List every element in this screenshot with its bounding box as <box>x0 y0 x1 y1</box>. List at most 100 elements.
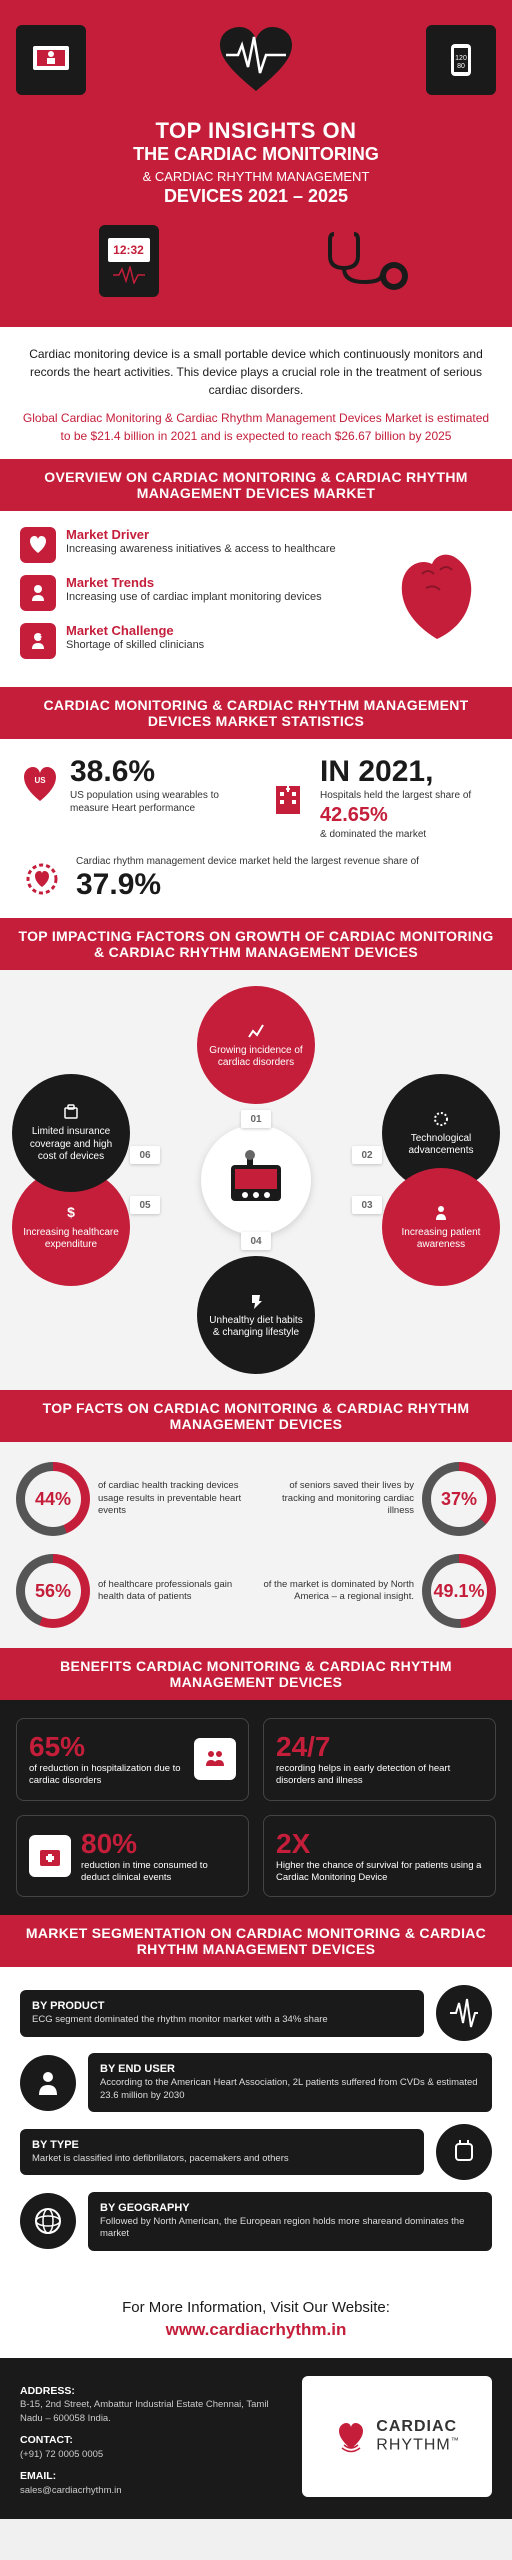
overview-item-challenge: Market Challenge Shortage of skilled cli… <box>20 623 368 659</box>
footer-section: ADDRESS: B-15, 2nd Street, Ambattur Indu… <box>0 2358 512 2519</box>
factors-center-device-icon <box>201 1125 311 1235</box>
benefits-header: BENEFITS CARDIAC MONITORING & CARDIAC RH… <box>0 1648 512 1700</box>
driver-icon <box>20 527 56 563</box>
benefit-big: 2X <box>276 1828 483 1860</box>
benefit-txt: Higher the chance of survival for patien… <box>276 1860 483 1885</box>
seg-sub: ECG segment dominated the rhythm monitor… <box>32 2014 412 2026</box>
factor-bubble-6: Limited insurance coverage and high cost… <box>12 1074 130 1192</box>
heart-icon <box>211 20 301 100</box>
hospital-icon <box>266 776 310 820</box>
hero-title-line3: & CARDIAC RHYTHM MANAGEMENT <box>16 169 496 184</box>
benefit-card-1: 65% of reduction in hospitalization due … <box>16 1718 249 1801</box>
people-icon <box>194 1738 236 1780</box>
overview-header: OVERVIEW ON CARDIAC MONITORING & CARDIAC… <box>0 459 512 511</box>
factor-num-4: 04 <box>241 1232 271 1250</box>
stat-us-wearables: US 38.6% US population using wearables t… <box>20 755 246 815</box>
medical-kit-icon <box>29 1835 71 1877</box>
overview-item-sub: Increasing awareness initiatives & acces… <box>66 542 336 556</box>
seg-head: BY END USER <box>100 2063 480 2075</box>
stats-header: CARDIAC MONITORING & CARDIAC RHYTHM MANA… <box>0 687 512 739</box>
ecg-wave-icon <box>436 1985 492 2041</box>
benefit-big: 80% <box>81 1828 236 1860</box>
benefit-card-3: 80% reduction in time consumed to deduct… <box>16 1815 249 1898</box>
company-logo: CARDIACRHYTHM™ <box>302 2376 492 2497</box>
hero-bottom-icons: 12:32 <box>16 225 496 297</box>
stat-sub: Hospitals held the largest share of 42.6… <box>320 789 471 841</box>
fact-txt: of healthcare professionals gain health … <box>98 1579 249 1604</box>
overview-list: Market Driver Increasing awareness initi… <box>20 527 368 671</box>
phone-time-display: 12:32 <box>108 238 150 262</box>
benefit-card-2: 24/7 recording helps in early detection … <box>263 1718 496 1801</box>
svg-text:120: 120 <box>455 55 467 62</box>
benefit-big: 24/7 <box>276 1731 483 1763</box>
trends-icon <box>20 575 56 611</box>
overview-item-driver: Market Driver Increasing awareness initi… <box>20 527 368 563</box>
fact-txt: of the market is dominated by North Amer… <box>263 1579 414 1604</box>
infographic-page: 12080 TOP INSIGHTS ON THE CARDIAC MONITO… <box>0 0 512 2519</box>
website-url[interactable]: www.cardiacrhythm.in <box>16 2320 496 2340</box>
contact-label: CONTACT: <box>20 2433 286 2448</box>
email-text: sales@cardiacrhythm.in <box>20 2485 122 2496</box>
hero-title-line2: THE CARDIAC MONITORING <box>16 144 496 165</box>
segmentation-header: MARKET SEGMENTATION ON CARDIAC MONITORIN… <box>0 1915 512 1967</box>
fact-ring-2: 37% <box>422 1462 496 1536</box>
seg-row-enduser: BY END USER According to the American He… <box>20 2053 492 2112</box>
more-info-section: For More Information, Visit Our Website:… <box>0 2281 512 2358</box>
address-label: ADDRESS: <box>20 2384 286 2399</box>
fact-item-1: 44% of cardiac health tracking devices u… <box>16 1462 249 1536</box>
intro-text: Cardiac monitoring device is a small por… <box>0 327 512 409</box>
fact-item-2: 37% of seniors saved their lives by trac… <box>263 1462 496 1536</box>
stat-revenue-txt: Cardiac rhythm management device market … <box>76 855 492 868</box>
benefits-body: 65% of reduction in hospitalization due … <box>0 1700 512 1915</box>
hero-title-line4: DEVICES 2021 – 2025 <box>16 186 496 207</box>
gear-heart-icon <box>20 857 64 901</box>
facts-header: TOP FACTS ON CARDIAC MONITORING & CARDIA… <box>0 1390 512 1442</box>
stat-revenue-share: Cardiac rhythm management device market … <box>20 855 492 902</box>
fact-item-4: 49.1% of the market is dominated by Nort… <box>263 1554 496 1628</box>
seg-sub: Followed by North American, the European… <box>100 2216 480 2241</box>
factor-bubble-4: Unhealthy diet habits & changing lifesty… <box>197 1256 315 1374</box>
footer-contact: ADDRESS: B-15, 2nd Street, Ambattur Indu… <box>20 2376 286 2497</box>
facts-body: 44% of cardiac health tracking devices u… <box>0 1442 512 1648</box>
seg-head: BY GEOGRAPHY <box>100 2202 480 2214</box>
hero-title-line1: TOP INSIGHTS ON <box>16 118 496 144</box>
seg-row-geography: BY GEOGRAPHY Followed by North American,… <box>20 2192 492 2251</box>
smartwatch-icon: 12080 <box>426 25 496 95</box>
overview-item-head: Market Driver <box>66 527 336 542</box>
stat-hospitals: IN 2021, Hospitals held the largest shar… <box>266 755 492 841</box>
stat-hospital-pct: 42.65% <box>320 802 471 828</box>
intro-market-stat: Global Cardiac Monitoring & Cardiac Rhyt… <box>0 409 512 459</box>
doctor-monitor-icon <box>16 25 86 95</box>
overview-item-sub: Increasing use of cardiac implant monito… <box>66 590 322 604</box>
stat-sub: US population using wearables to measure… <box>70 789 246 815</box>
fact-ring-1: 44% <box>16 1462 90 1536</box>
patient-icon <box>20 2055 76 2111</box>
globe-icon <box>20 2193 76 2249</box>
anatomical-heart-icon <box>382 544 492 654</box>
logo-text: CARDIACRHYTHM™ <box>376 2418 459 2454</box>
factors-header: TOP IMPACTING FACTORS ON GROWTH OF CARDI… <box>0 918 512 970</box>
factor-num-1: 01 <box>241 1110 271 1128</box>
factor-bubble-1: Growing incidence of cardiac disorders <box>197 986 315 1104</box>
hero-icons-row: 12080 <box>16 20 496 100</box>
fact-ring-3: 56% <box>16 1554 90 1628</box>
seg-sub: According to the American Heart Associat… <box>100 2077 480 2102</box>
pacemaker-icon <box>436 2124 492 2180</box>
more-info-label: For More Information, Visit Our Website: <box>16 2299 496 2316</box>
overview-item-trends: Market Trends Increasing use of cardiac … <box>20 575 368 611</box>
benefit-txt: reduction in time consumed to deduct cli… <box>81 1860 236 1885</box>
seg-sub: Market is classified into defibrillators… <box>32 2153 412 2165</box>
logo-heart-icon <box>334 2419 368 2453</box>
svg-text:$: $ <box>67 1204 75 1220</box>
fact-ring-4: 49.1% <box>422 1554 496 1628</box>
overview-item-sub: Shortage of skilled clinicians <box>66 638 204 652</box>
contact-phone: (+91) 72 0005 0005 <box>20 2449 103 2460</box>
factor-bubble-3: Increasing patient awareness <box>382 1168 500 1286</box>
fact-txt: of cardiac health tracking devices usage… <box>98 1480 249 1517</box>
hero-section: 12080 TOP INSIGHTS ON THE CARDIAC MONITO… <box>0 0 512 327</box>
address-text: B-15, 2nd Street, Ambattur Industrial Es… <box>20 2399 269 2423</box>
phone-icon: 12:32 <box>99 225 159 297</box>
svg-text:80: 80 <box>457 63 465 70</box>
overview-item-head: Market Challenge <box>66 623 204 638</box>
stat-pct: 38.6% <box>70 755 246 789</box>
